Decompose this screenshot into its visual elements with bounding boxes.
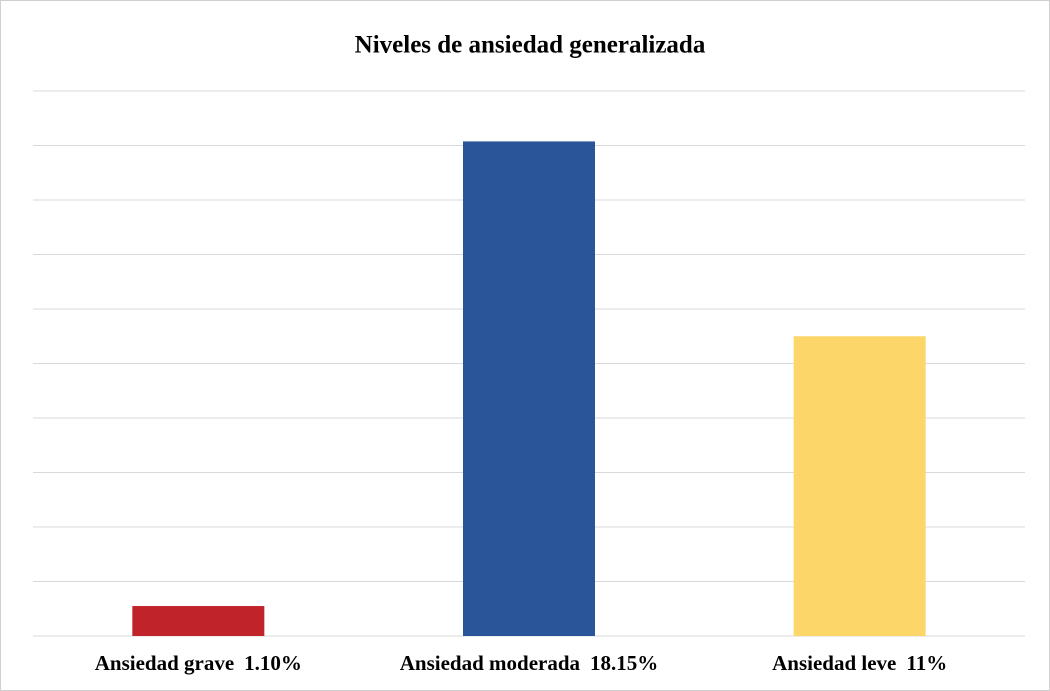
x-tick-label: Ansiedad grave 1.10% (95, 651, 302, 675)
category-name: Ansiedad grave (95, 651, 234, 675)
category-name: Ansiedad moderada (400, 651, 581, 675)
x-tick-label: Ansiedad moderada 18.15% (400, 651, 659, 675)
category-name: Ansiedad leve (772, 651, 896, 675)
value-label: 1.10% (244, 651, 302, 675)
value-label: 18.15% (590, 651, 658, 675)
x-tick-label: Ansiedad leve 11% (772, 651, 947, 675)
bar (463, 141, 595, 636)
bar (132, 606, 265, 636)
chart-title: Niveles de ansiedad generalizada (355, 32, 706, 59)
bar (793, 336, 926, 636)
value-label: 11% (906, 651, 947, 675)
